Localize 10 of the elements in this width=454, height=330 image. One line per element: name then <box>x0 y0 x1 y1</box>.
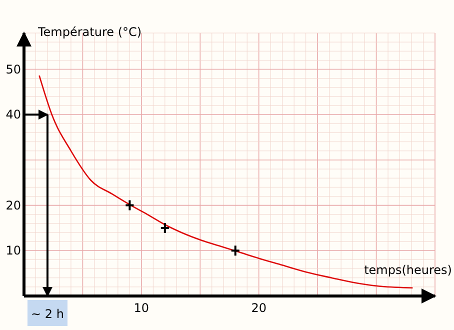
x-axis-title: temps(heures) <box>364 263 452 277</box>
point <box>160 222 170 234</box>
y-axis-title: Température (°C) <box>37 25 142 39</box>
point <box>230 244 240 257</box>
y-tick-label: 20 <box>6 198 21 212</box>
annotation: ~ 2 h <box>31 307 64 321</box>
y-tick-label: 10 <box>6 244 21 258</box>
y-tick-label: 50 <box>6 62 21 76</box>
point <box>124 199 135 212</box>
y-tick-label: 40 <box>6 108 21 122</box>
